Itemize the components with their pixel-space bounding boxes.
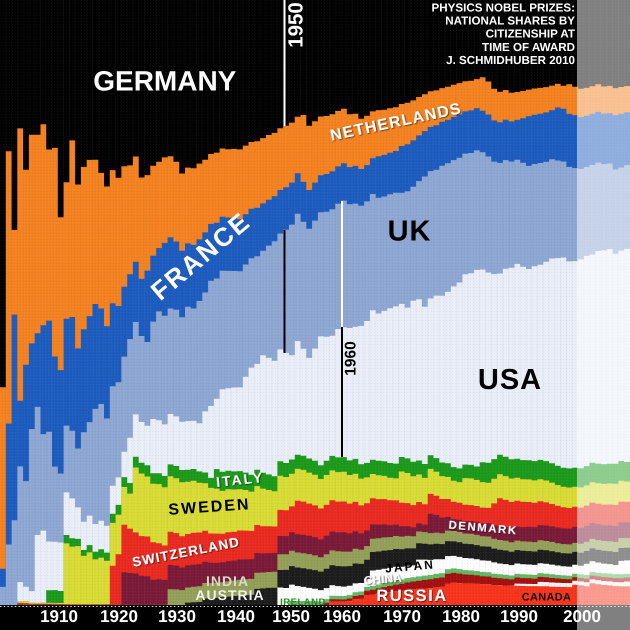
svg-text:1930: 1930 bbox=[158, 607, 196, 626]
svg-text:NATIONAL SHARES BY: NATIONAL SHARES BY bbox=[445, 15, 575, 28]
svg-text:1970: 1970 bbox=[383, 607, 421, 626]
svg-text:RUSSIA: RUSSIA bbox=[376, 587, 447, 605]
svg-text:ITALY: ITALY bbox=[215, 469, 265, 490]
svg-text:CANADA: CANADA bbox=[522, 592, 571, 604]
svg-text:SWEDEN: SWEDEN bbox=[168, 496, 251, 519]
svg-text:1960: 1960 bbox=[343, 341, 360, 375]
svg-text:JAPAN: JAPAN bbox=[385, 557, 436, 575]
svg-text:1950: 1950 bbox=[285, 2, 308, 48]
svg-text:AUSTRIA: AUSTRIA bbox=[195, 587, 264, 603]
svg-text:1920: 1920 bbox=[100, 607, 138, 626]
svg-text:1980: 1980 bbox=[442, 607, 480, 626]
svg-text:TIME OF AWARD: TIME OF AWARD bbox=[482, 41, 575, 54]
svg-text:IRELAND: IRELAND bbox=[280, 597, 326, 608]
svg-text:1990: 1990 bbox=[500, 607, 538, 626]
svg-text:CHINA: CHINA bbox=[364, 573, 403, 588]
svg-text:1960: 1960 bbox=[323, 607, 361, 626]
svg-text:1940: 1940 bbox=[217, 607, 255, 626]
svg-text:1910: 1910 bbox=[40, 607, 78, 626]
svg-text:J. SCHMIDHUBER 2010: J. SCHMIDHUBER 2010 bbox=[446, 54, 575, 67]
svg-text:USA: USA bbox=[478, 364, 542, 396]
svg-text:GERMANY: GERMANY bbox=[93, 66, 236, 97]
svg-text:CITIZENSHIP AT: CITIZENSHIP AT bbox=[486, 28, 575, 41]
svg-text:1950: 1950 bbox=[272, 607, 310, 626]
svg-text:PHYSICS NOBEL PRIZES:: PHYSICS NOBEL PRIZES: bbox=[432, 2, 575, 15]
svg-text:UK: UK bbox=[388, 216, 432, 248]
svg-text:INDIA: INDIA bbox=[206, 573, 249, 589]
